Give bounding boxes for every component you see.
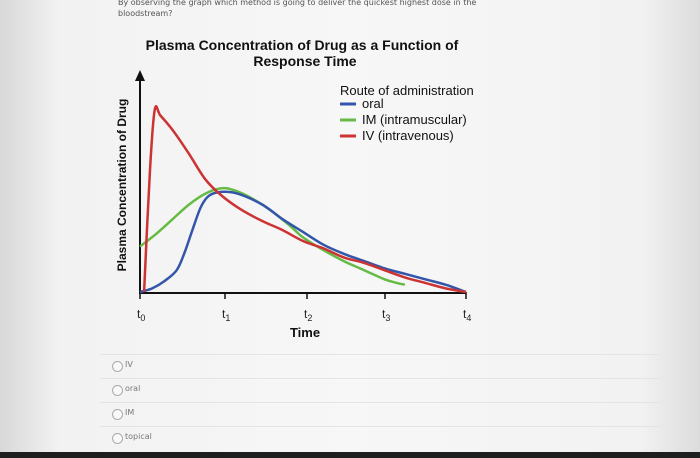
y-axis-arrow [135,70,145,81]
answer-label-3[interactable]: topical [125,432,152,441]
y-axis-label: Plasma Concentration of Drug [115,99,129,272]
x-tick-label-0: t0 [137,307,145,323]
plasma-concentration-chart: Plasma Concentration of Drug as a Functi… [115,37,474,340]
answer-label-2[interactable]: IM [125,408,135,417]
answer-option-3[interactable]: topical [100,426,660,449]
answer-label-0[interactable]: IV [125,360,133,369]
legend-title: Route of administration [340,83,474,98]
series-line-0 [139,190,467,294]
question-line-2: bloodstream? [118,9,173,18]
answer-radio-0[interactable] [112,361,123,372]
answer-radio-3[interactable] [112,433,123,444]
answer-label-1[interactable]: oral [125,384,141,393]
answer-option-0[interactable]: IV [100,354,660,377]
question-text: By observing the graph which method is g… [118,0,538,19]
chart-title-line-1: Plasma Concentration of Drug as a Functi… [146,37,459,53]
screen-edge [0,452,700,458]
legend-label-1: IM (intramuscular) [362,112,467,127]
answer-option-2[interactable]: IM [100,402,660,425]
question-line-1: By observing the graph which method is g… [118,0,477,7]
legend-label-0: oral [362,96,384,111]
answer-radio-2[interactable] [112,409,123,420]
answer-radio-1[interactable] [112,385,123,396]
series-line-1 [139,186,406,286]
x-axis-label: Time [290,325,320,340]
x-tick-label-2: t2 [304,307,312,323]
chart-title-line-2: Response Time [253,53,356,69]
x-tick-label-4: t4 [463,307,471,323]
series-line-2 [142,105,467,294]
series-lines [139,105,467,294]
answer-option-1[interactable]: oral [100,378,660,401]
x-tick-label-3: t3 [382,307,390,323]
legend-label-2: IV (intravenous) [362,128,454,143]
x-tick-label-1: t1 [222,307,230,323]
x-ticks: t0 t1 t2 t3 t4 [137,292,471,323]
